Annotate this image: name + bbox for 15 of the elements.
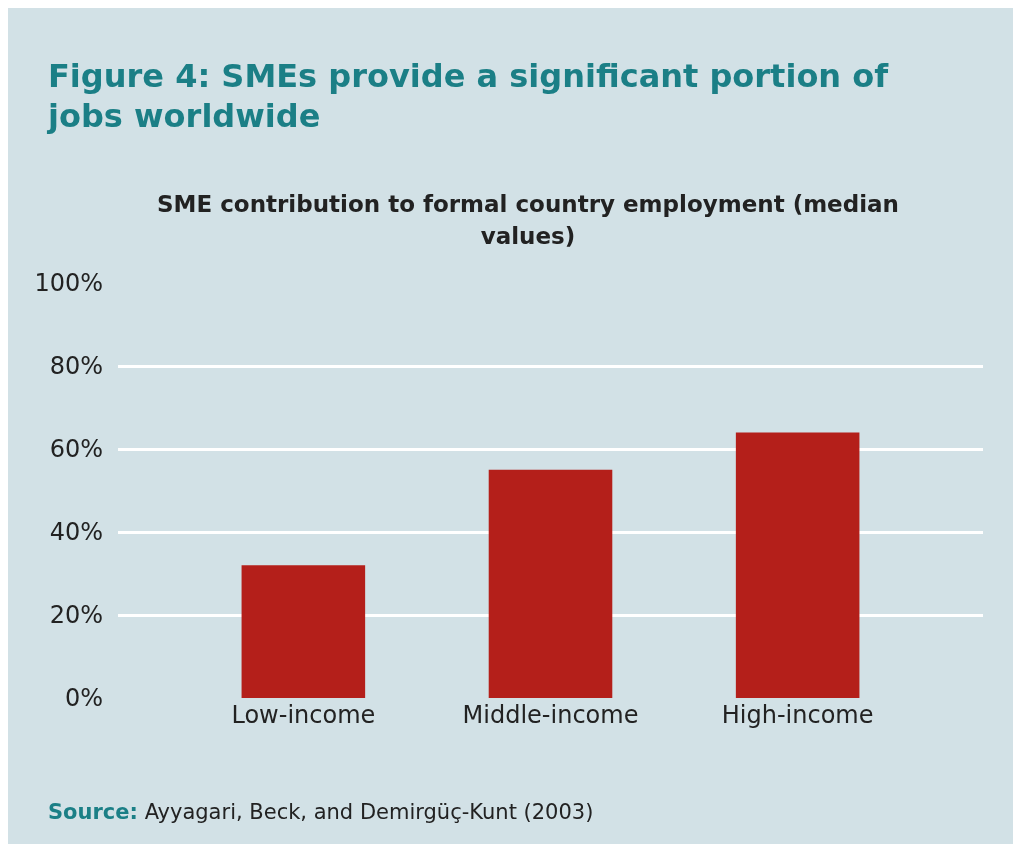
bar <box>241 565 366 698</box>
chart-title: Figure 4: SMEs provide a significant portion of jobs worldwide <box>48 56 890 136</box>
y-tick-label: 80% <box>49 352 103 381</box>
bar <box>735 432 860 698</box>
x-tick-label: Middle-income <box>462 701 639 729</box>
y-tick-label: 20% <box>49 601 103 630</box>
y-tick-label: 100% <box>34 269 103 298</box>
x-tick-label: Low-income <box>231 701 376 729</box>
x-tick-label: High-income <box>721 701 874 729</box>
y-tick-label: 0% <box>64 684 103 713</box>
bar <box>488 469 613 698</box>
y-tick-label: 60% <box>49 435 103 464</box>
y-tick-label: 40% <box>49 518 103 547</box>
source-note: Source: Ayyagari, Beck, and Demirgüç-Kunt (2003) <box>48 800 594 824</box>
chart-subtitle: SME contribution to formal country employment (median values) <box>156 190 900 251</box>
